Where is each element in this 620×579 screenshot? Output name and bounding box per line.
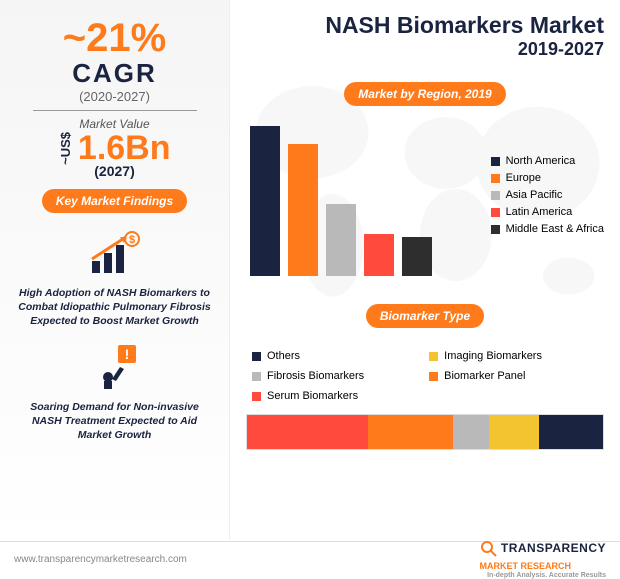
logo-text-1: TRANSPARENCY	[501, 541, 606, 555]
region-chart-area: North America Europe Asia Pacific Latin Ame…	[246, 126, 604, 276]
legend-row: Europe	[491, 172, 604, 184]
finding-2: ! Soaring Demand for Non-invasive NASH T…	[16, 343, 213, 443]
finding-2-text: Soaring Demand for Non-invasive NASH Tre…	[16, 400, 213, 443]
legend-swatch	[252, 352, 261, 361]
mv-value: 1.6Bn	[78, 131, 171, 165]
biomarker-badge: Biomarker Type	[366, 304, 484, 328]
divider	[33, 110, 197, 111]
region-bar	[364, 234, 394, 276]
legend-swatch	[252, 372, 261, 381]
svg-text:$: $	[128, 234, 134, 246]
legend-row: North America	[491, 155, 604, 167]
legend-row: Biomarker Panel	[429, 370, 588, 382]
legend-swatch	[252, 392, 261, 401]
title-block: NASH Biomarkers Market 2019-2027	[246, 12, 604, 60]
finding-1-text: High Adoption of NASH Biomarkers to Comb…	[16, 286, 213, 329]
legend-row: Imaging Biomarkers	[429, 350, 588, 362]
legend-swatch	[491, 225, 500, 234]
mv-year: (2027)	[12, 163, 217, 179]
legend-label: Others	[267, 350, 300, 362]
left-column: ~21% CAGR (2020-2027) Market Value ~US$ …	[0, 0, 230, 540]
legend-label: Asia Pacific	[506, 189, 563, 201]
logo-tagline: In-depth Analysis. Accurate Results	[480, 572, 606, 579]
cagr-value: ~21%	[12, 18, 217, 58]
stack-segment	[453, 415, 489, 449]
region-bar	[250, 126, 280, 276]
legend-swatch	[491, 174, 500, 183]
footer: www.transparencymarketresearch.com TRANS…	[0, 541, 620, 577]
legend-swatch	[491, 157, 500, 166]
legend-label: Biomarker Panel	[444, 370, 525, 382]
stack-segment	[539, 415, 603, 449]
cagr-period: (2020-2027)	[12, 89, 217, 104]
svg-text:!: !	[124, 346, 129, 362]
legend-label: North America	[506, 155, 576, 167]
legend-row: Others	[252, 350, 411, 362]
findings-badge: Key Market Findings	[42, 189, 187, 213]
right-column: NASH Biomarkers Market 2019-2027 Market …	[230, 0, 620, 540]
stack-segment	[247, 415, 368, 449]
person-alert-icon: !	[90, 343, 140, 389]
legend-row: Latin America	[491, 206, 604, 218]
footer-url: www.transparencymarketresearch.com	[14, 554, 187, 565]
stack-segment	[368, 415, 453, 449]
region-bar	[326, 204, 356, 276]
mv-prefix: ~US$	[58, 132, 73, 165]
legend-row: Serum Biomarkers	[252, 390, 411, 402]
legend-label: Fibrosis Biomarkers	[267, 370, 364, 382]
legend-row: Fibrosis Biomarkers	[252, 370, 411, 382]
cagr-label: CAGR	[12, 58, 217, 89]
biomarker-stacked-bar	[246, 414, 604, 450]
finding-1: $ High Adoption of NASH Biomarkers to Co…	[16, 231, 213, 329]
region-legend: North America Europe Asia Pacific Latin Ame…	[491, 150, 604, 240]
title-years: 2019-2027	[246, 39, 604, 60]
legend-swatch	[429, 352, 438, 361]
legend-row: Asia Pacific	[491, 189, 604, 201]
legend-label: Europe	[506, 172, 541, 184]
biomarker-badge-wrap: Biomarker Type	[246, 294, 604, 338]
region-bar	[402, 237, 432, 276]
logo-text-2: MARKET RESEARCH	[480, 561, 572, 571]
legend-label: Middle East & Africa	[506, 223, 604, 235]
region-badge: Market by Region, 2019	[344, 82, 505, 106]
region-badge-wrap: Market by Region, 2019	[246, 72, 604, 116]
footer-logo: TRANSPARENCY MARKET RESEARCH In-depth An…	[480, 540, 606, 579]
biomarker-legend: Others Imaging Biomarkers Fibrosis Biomark…	[252, 348, 598, 404]
stack-segment	[489, 415, 539, 449]
legend-label: Serum Biomarkers	[267, 390, 358, 402]
legend-label: Latin America	[506, 206, 573, 218]
legend-label: Imaging Biomarkers	[444, 350, 542, 362]
legend-swatch	[491, 208, 500, 217]
legend-swatch	[491, 191, 500, 200]
legend-row: Middle East & Africa	[491, 223, 604, 235]
main-title: NASH Biomarkers Market	[246, 12, 604, 39]
logo-icon	[480, 540, 498, 558]
legend-swatch	[429, 372, 438, 381]
region-bar	[288, 144, 318, 276]
market-value-row: ~US$ 1.6Bn	[12, 131, 217, 165]
growth-chart-icon: $	[88, 231, 142, 275]
